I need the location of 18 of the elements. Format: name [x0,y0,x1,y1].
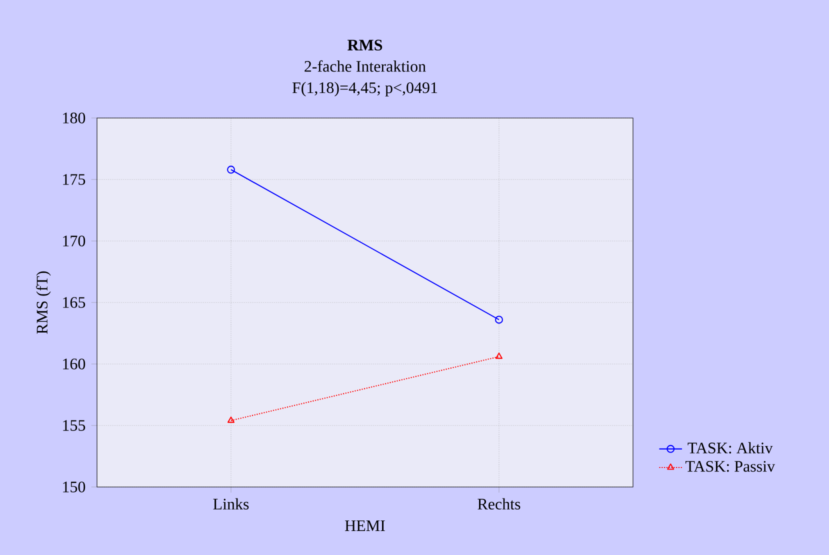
legend-label: TASK: Aktiv [688,442,773,454]
chart-title: RMS [347,40,382,50]
y-tick-label: 155 [63,420,86,431]
point [495,316,504,324]
point [227,166,236,174]
x-axis-title: HEMI [345,520,385,531]
y-tick-label: 165 [63,297,86,308]
y-tick-label: 175 [63,174,86,185]
y-tick-label: 160 [63,358,86,370]
y-tick-label: 150 [63,482,86,492]
y-axis-title: RMS (fT) [36,271,51,334]
y-tick-label: 170 [63,236,86,246]
x-tick-label: Rechts [478,498,520,510]
legend-label: TASK: Passiv [685,461,776,472]
chart-subtitle: 2-fache Interaktion [304,60,426,72]
x-tick-label: Links [213,498,249,510]
text: F(1,18)=4,45; p<,0491 [292,82,438,96]
y-tick-label: 180 [63,112,86,124]
